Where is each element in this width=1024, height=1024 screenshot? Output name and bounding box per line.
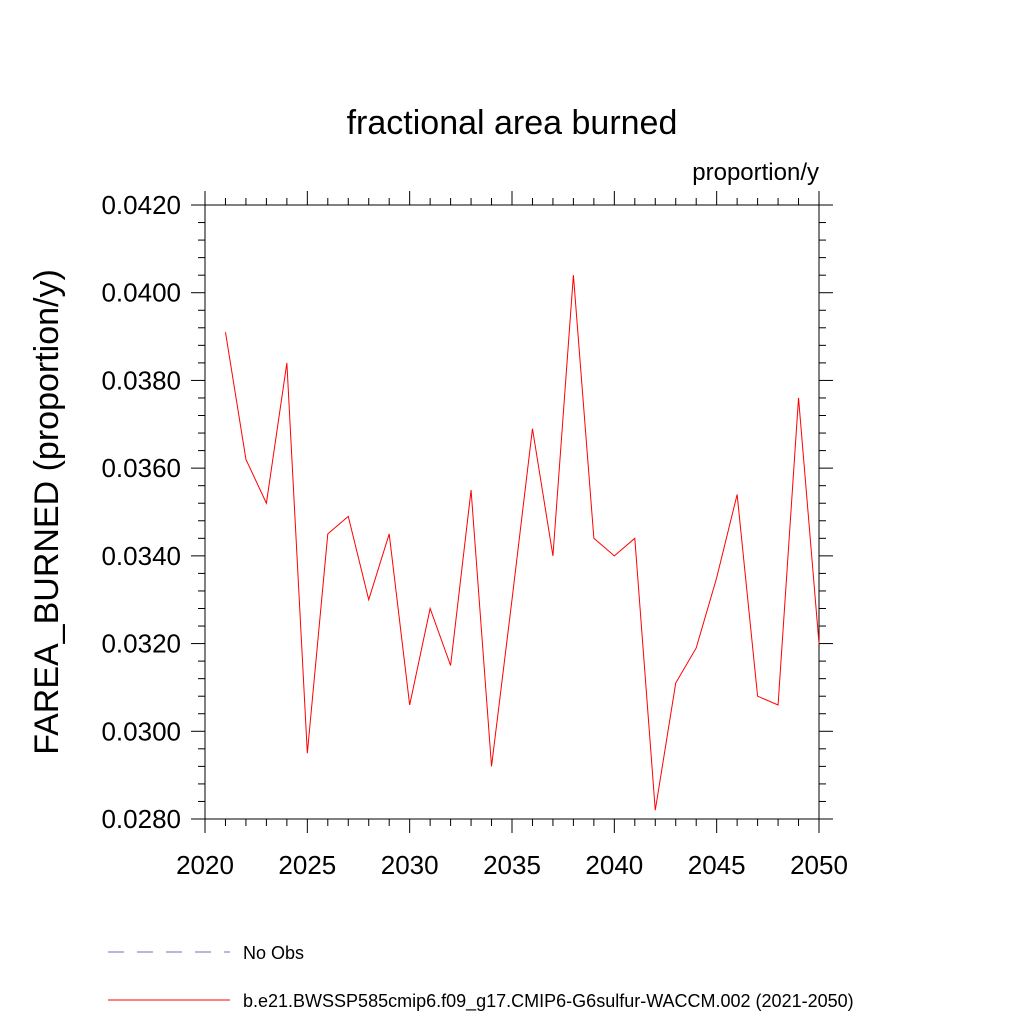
series-layer xyxy=(224,275,820,811)
legend: No Obs b.e21.BWSSP585cmip6.f09_g17.CMIP6… xyxy=(108,943,854,1012)
x-tick-label: 2045 xyxy=(688,850,746,880)
y-tick-label: 0.0340 xyxy=(101,541,181,571)
y-tick-label: 0.0400 xyxy=(101,278,181,308)
plot-frame xyxy=(204,204,820,820)
axis-ticks xyxy=(191,191,833,833)
x-tick-label: 2040 xyxy=(585,850,643,880)
y-tick-label: 0.0420 xyxy=(101,190,181,220)
legend-label-no-obs: No Obs xyxy=(243,943,304,963)
y-tick-label: 0.0360 xyxy=(101,453,181,483)
tick-labels: 2020 2025 2030 2035 2040 2045 2050 0.0280 0.0300… xyxy=(101,190,847,880)
x-tick-label: 2025 xyxy=(278,850,336,880)
units-label: proportion/y xyxy=(692,159,819,186)
y-tick-label: 0.0280 xyxy=(101,804,181,834)
x-tick-label: 2020 xyxy=(176,850,234,880)
x-tick-label: 2035 xyxy=(483,850,541,880)
y-axis-label: FAREA_BURNED (proportion/y) xyxy=(28,269,66,755)
x-tick-label: 2050 xyxy=(790,850,848,880)
legend-label-model-run: b.e21.BWSSP585cmip6.f09_g17.CMIP6-G6sulf… xyxy=(243,991,854,1012)
x-tick-label: 2030 xyxy=(381,850,439,880)
y-tick-label: 0.0380 xyxy=(101,365,181,395)
y-tick-label: 0.0320 xyxy=(101,629,181,659)
chart-title: fractional area burned xyxy=(347,104,678,142)
y-tick-label: 0.0300 xyxy=(101,716,181,746)
series-line-0 xyxy=(224,275,820,811)
